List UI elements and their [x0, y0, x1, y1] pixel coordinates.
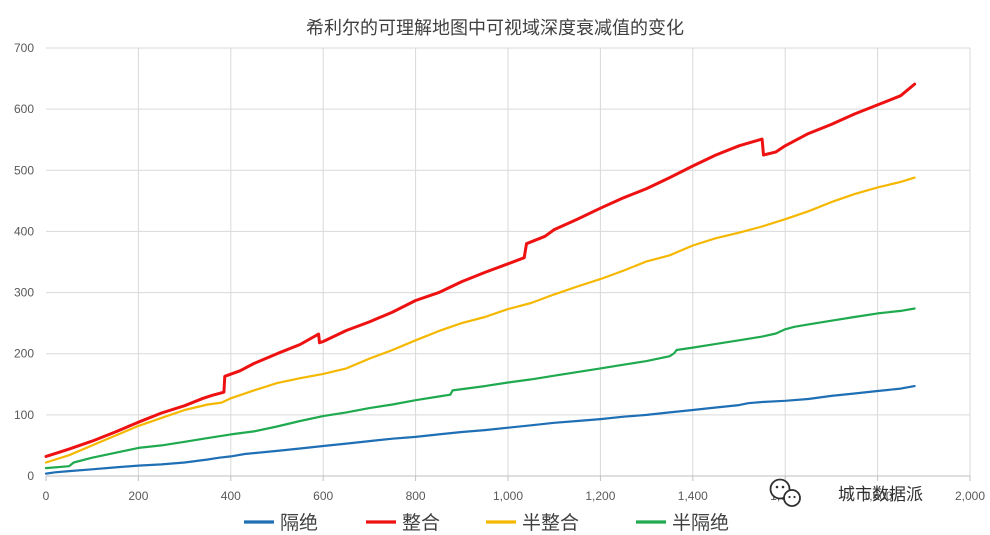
y-tick-label: 0 [27, 469, 34, 483]
y-tick-label: 500 [14, 163, 34, 177]
y-tick-label: 100 [14, 408, 34, 422]
y-tick-label: 700 [14, 41, 34, 55]
legend: 隔绝 整合 半整合 半隔绝 [244, 512, 729, 534]
legend-label-0: 隔绝 [280, 512, 318, 534]
x-tick-label: 800 [406, 489, 426, 503]
x-tick-label: 200 [128, 489, 148, 503]
x-tick-label: 400 [221, 489, 241, 503]
watermark: 城市数据派 [769, 478, 923, 507]
series-line-3 [44, 307, 916, 470]
series-line-1 [44, 82, 917, 458]
x-tick-label: 1,400 [678, 489, 708, 503]
x-tick-label: 1,200 [585, 489, 615, 503]
series-line-2 [44, 176, 916, 464]
y-tick-label: 200 [14, 347, 34, 361]
x-tick-label: 1,000 [493, 489, 523, 503]
legend-label-1: 整合 [402, 512, 440, 534]
x-tick-label: 600 [313, 489, 333, 503]
series-lines [44, 82, 917, 475]
x-tick-label: 0 [43, 489, 50, 503]
chart-title: 希利尔的可理解地图中可视域深度衰减值的变化 [306, 18, 684, 39]
wechat-icon [769, 478, 801, 507]
y-tick-label: 600 [14, 102, 34, 116]
legend-label-2: 半整合 [522, 512, 579, 534]
legend-label-3: 半隔绝 [672, 512, 729, 534]
watermark-text: 城市数据派 [838, 485, 923, 505]
y-tick-label: 300 [14, 286, 34, 300]
series-line-0 [44, 385, 916, 475]
x-tick-label: 1,800 [863, 489, 893, 503]
y-tick-label: 400 [14, 224, 34, 238]
gridlines [46, 47, 971, 476]
x-tick-label: 2,000 [955, 489, 985, 503]
